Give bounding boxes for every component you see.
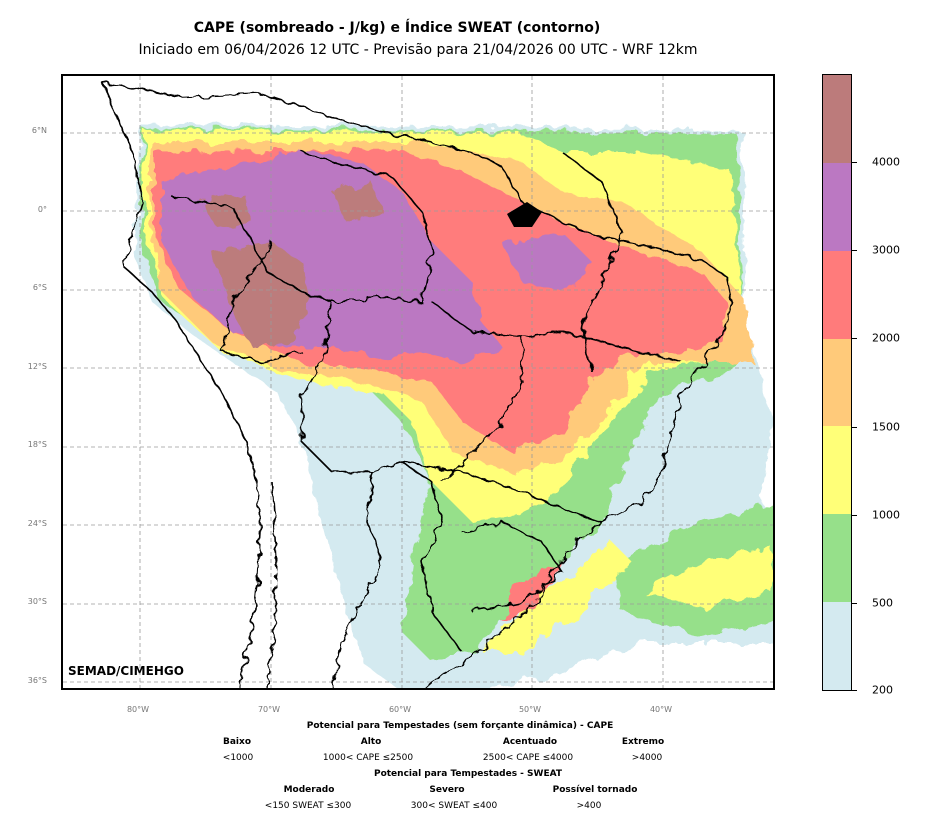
lat-label-12s: 12°S — [27, 362, 47, 371]
map-title: CAPE (sombreado - J/kg) e Índice SWEAT (… — [193, 20, 601, 36]
colorbar-label: 2000 — [872, 331, 900, 345]
colorbar-segment — [823, 514, 851, 603]
colorbar-label: 200 — [872, 683, 893, 697]
country-borders — [101, 81, 733, 688]
sweat-level-name: Severo — [429, 785, 465, 795]
sweat-level-name: Moderado — [283, 785, 335, 795]
colorbar-segment — [823, 602, 851, 691]
lon-label-80w: 80°W — [126, 705, 150, 714]
colorbar-segment — [823, 75, 851, 163]
cape-level-name: Extremo — [621, 737, 665, 747]
lat-label-18s: 18°S — [27, 440, 47, 449]
sweat-legend-title: Potencial para Tempestades - SWEAT — [373, 769, 563, 779]
lon-label-60w: 60°W — [388, 705, 412, 714]
cape-level-range: 2500< CAPE ≤4000 — [482, 753, 574, 763]
colorbar-segment — [823, 426, 851, 515]
marajo-island — [507, 202, 542, 227]
colorbar-label: 500 — [872, 596, 893, 610]
lon-label-50w: 50°W — [518, 705, 542, 714]
lon-label-70w: 70°W — [257, 705, 281, 714]
credit-label: SEMAD/CIMEHGO — [68, 664, 184, 678]
lat-label-6s: 6°S — [32, 283, 47, 292]
colorbar-label: 3000 — [872, 243, 900, 257]
colorbar-label: 1000 — [872, 508, 900, 522]
colorbar-label: 4000 — [872, 155, 900, 169]
map-panel — [61, 74, 775, 690]
lat-label-0: 0° — [37, 205, 47, 214]
colorbar — [822, 74, 852, 691]
cape-level-range: >4000 — [631, 753, 663, 763]
lat-label-36s: 36°S — [27, 676, 47, 685]
cape-level-range: 1000< CAPE ≤2500 — [322, 753, 414, 763]
map-subtitle: Iniciado em 06/04/2026 12 UTC - Previsão… — [138, 42, 698, 58]
lat-label-30s: 30°S — [27, 597, 47, 606]
colorbar-segment — [823, 250, 851, 339]
cape-band-4000 — [212, 242, 312, 347]
sweat-level-name: Possível tornado — [552, 785, 638, 795]
cape-legend-title: Potencial para Tempestades (sem forçante… — [306, 721, 614, 731]
lon-label-40w: 40°W — [649, 705, 673, 714]
sweat-level-range: 300< SWEAT ≤400 — [410, 801, 498, 811]
cape-level-range: <1000 — [222, 753, 254, 763]
colorbar-segment — [823, 162, 851, 251]
cape-level-name: Alto — [360, 737, 382, 747]
sweat-level-range: <150 SWEAT ≤300 — [264, 801, 352, 811]
cape-level-name: Acentuado — [502, 737, 558, 747]
colorbar-label: 1500 — [872, 420, 900, 434]
sweat-level-range: >400 — [576, 801, 602, 811]
lat-label-6n: 6°N — [31, 126, 47, 135]
grid-lines — [63, 76, 773, 688]
lat-label-24s: 24°S — [27, 519, 47, 528]
cape-map — [63, 76, 773, 688]
cape-level-name: Baixo — [222, 737, 252, 747]
colorbar-segment — [823, 338, 851, 427]
